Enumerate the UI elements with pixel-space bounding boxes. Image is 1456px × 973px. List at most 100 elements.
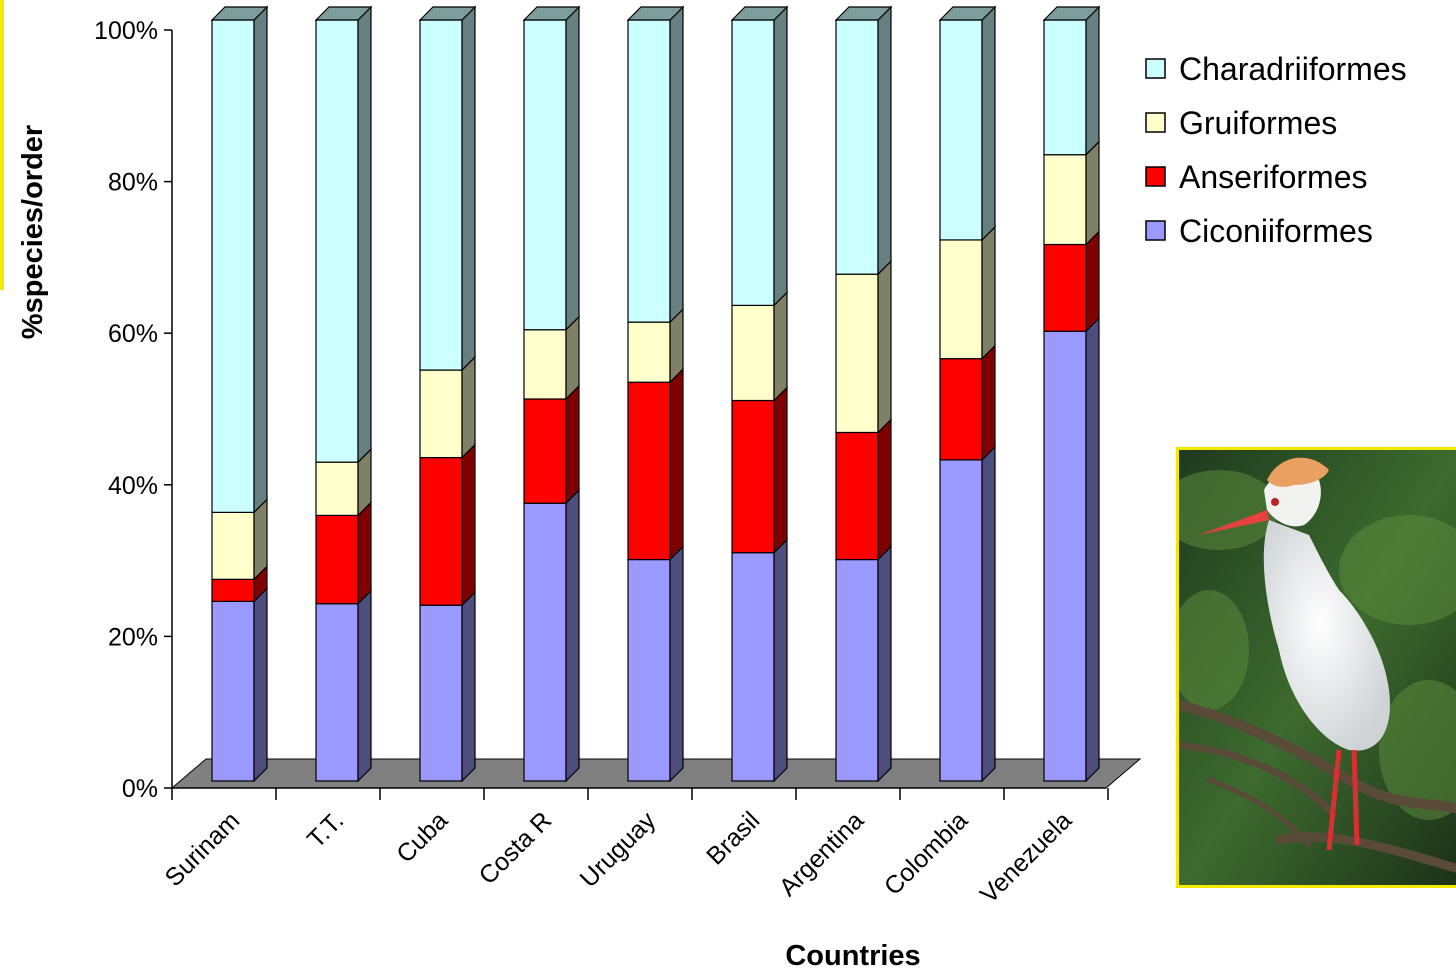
bar-top bbox=[938, 6, 997, 21]
bar-stack bbox=[314, 5, 373, 783]
bar-top bbox=[314, 6, 373, 21]
bar-side-charadriiformes bbox=[1085, 5, 1100, 157]
bar-segment-gruiformes bbox=[211, 511, 255, 580]
bar-side-ciconiiformes bbox=[773, 538, 788, 783]
bar-segment-charadriiformes bbox=[835, 19, 879, 275]
bar-segment-ciconiiformes bbox=[523, 502, 567, 782]
bar-side-anseriformes bbox=[565, 384, 580, 505]
x-tick-label: Venezuela bbox=[975, 806, 1077, 908]
bar-side-ciconiiformes bbox=[669, 545, 684, 783]
bar-side-ciconiiformes bbox=[877, 545, 892, 783]
legend-label: Ciconiiformes bbox=[1179, 213, 1373, 249]
x-tick-label: Surinam bbox=[160, 806, 246, 892]
bar-segment-gruiformes bbox=[315, 461, 359, 517]
bar-segment-anseriformes bbox=[939, 358, 983, 461]
x-tick-label: Brasil bbox=[701, 806, 765, 870]
bar-segment-charadriiformes bbox=[523, 19, 567, 331]
bar-side-charadriiformes bbox=[253, 5, 268, 514]
bar-segment-charadriiformes bbox=[1043, 19, 1087, 156]
bar-segment-anseriformes bbox=[835, 431, 879, 561]
bar-segment-charadriiformes bbox=[315, 19, 359, 463]
bar-segment-anseriformes bbox=[211, 578, 255, 603]
x-tick-label: Costa R bbox=[474, 806, 558, 890]
bar-segment-gruiformes bbox=[627, 321, 671, 383]
bar-stack bbox=[626, 5, 685, 783]
bar-segment-anseriformes bbox=[627, 381, 671, 561]
legend-label: Gruiformes bbox=[1179, 105, 1337, 141]
bar-segment-charadriiformes bbox=[211, 19, 255, 513]
bar-side-charadriiformes bbox=[565, 5, 580, 332]
bar-side-anseriformes bbox=[1085, 230, 1100, 333]
bar-side-gruiformes bbox=[1085, 140, 1100, 246]
y-tick-label: 40% bbox=[108, 472, 158, 500]
y-tick-label: 0% bbox=[122, 775, 158, 803]
bar-side-anseriformes bbox=[669, 367, 684, 561]
bar-stack bbox=[522, 5, 581, 783]
y-tick-label: 80% bbox=[108, 169, 158, 197]
bar-side-ciconiiformes bbox=[461, 590, 476, 783]
bar-segment-ciconiiformes bbox=[211, 600, 255, 782]
x-axis-title: Countries bbox=[785, 940, 920, 972]
bar-segment-charadriiformes bbox=[731, 19, 775, 306]
bar-side-anseriformes bbox=[773, 386, 788, 555]
bar-side-ciconiiformes bbox=[357, 589, 372, 783]
bar-segment-anseriformes bbox=[419, 456, 463, 606]
bar-top bbox=[730, 6, 789, 21]
bar-side-gruiformes bbox=[877, 259, 892, 434]
bar-side-ciconiiformes bbox=[1085, 316, 1100, 783]
bar-segment-charadriiformes bbox=[939, 19, 983, 241]
bar-side-gruiformes bbox=[981, 225, 996, 361]
bar-side-charadriiformes bbox=[981, 5, 996, 242]
bar-side-ciconiiformes bbox=[253, 586, 268, 783]
bar-side-gruiformes bbox=[253, 497, 268, 581]
y-axis-title: %species/order bbox=[17, 125, 49, 339]
bar-stack bbox=[1042, 5, 1101, 783]
bar-segment-ciconiiformes bbox=[939, 459, 983, 782]
bar-top bbox=[1042, 6, 1101, 21]
bar-segment-gruiformes bbox=[523, 329, 567, 400]
bar-segment-ciconiiformes bbox=[731, 552, 775, 782]
bar-side-charadriiformes bbox=[669, 5, 684, 324]
x-tick-label: Cuba bbox=[391, 806, 453, 868]
bar-side-ciconiiformes bbox=[565, 488, 580, 783]
bar-segment-ciconiiformes bbox=[1043, 330, 1087, 782]
legend-swatch bbox=[1145, 166, 1166, 187]
bar-segment-gruiformes bbox=[939, 239, 983, 360]
bar-top bbox=[210, 6, 269, 21]
bar-segment-gruiformes bbox=[1043, 154, 1087, 246]
legend-swatch bbox=[1145, 58, 1166, 79]
bar-segment-anseriformes bbox=[1043, 243, 1087, 332]
left-edge-strip bbox=[0, 0, 4, 290]
x-tick-label: Argentina bbox=[774, 806, 870, 902]
bar-segment-gruiformes bbox=[835, 273, 879, 434]
x-tick-label: T.T. bbox=[302, 806, 349, 853]
bar-side-anseriformes bbox=[981, 344, 996, 462]
y-tick-label: 60% bbox=[108, 320, 158, 348]
bar-stack bbox=[730, 5, 789, 783]
bar-top bbox=[522, 6, 581, 21]
bar-side-anseriformes bbox=[357, 500, 372, 606]
bar-top bbox=[418, 6, 477, 21]
bar-top bbox=[626, 6, 685, 21]
bar-side-gruiformes bbox=[773, 290, 788, 402]
bar-side-charadriiformes bbox=[357, 5, 372, 464]
bar-side-ciconiiformes bbox=[981, 445, 996, 783]
cattle-egret-photo bbox=[1176, 447, 1456, 888]
bar-side-charadriiformes bbox=[461, 5, 476, 372]
legend-label: Anseriformes bbox=[1179, 159, 1368, 195]
bar-segment-ciconiiformes bbox=[627, 558, 671, 782]
bar-top bbox=[834, 6, 893, 21]
bar-stack bbox=[834, 5, 893, 783]
legend-swatch bbox=[1145, 220, 1166, 241]
bar-side-gruiformes bbox=[565, 315, 580, 401]
bar-segment-charadriiformes bbox=[627, 19, 671, 323]
bar-segment-ciconiiformes bbox=[419, 604, 463, 782]
bar-stack bbox=[210, 5, 269, 783]
bar-stack bbox=[418, 5, 477, 783]
bar-side-anseriformes bbox=[461, 443, 476, 607]
bar-segment-ciconiiformes bbox=[835, 558, 879, 782]
legend-swatch bbox=[1145, 112, 1166, 133]
bar-segment-charadriiformes bbox=[419, 19, 463, 371]
bar-side-anseriformes bbox=[877, 418, 892, 561]
